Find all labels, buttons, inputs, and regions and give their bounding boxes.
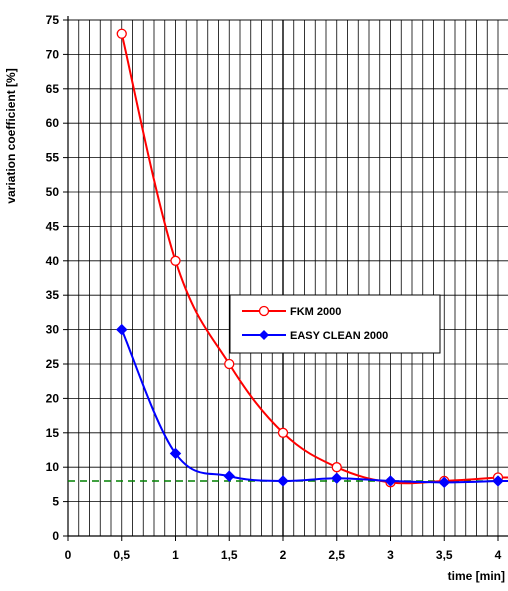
y-tick-label: 35 <box>46 288 60 302</box>
legend: FKM 2000 EASY CLEAN 2000 <box>229 294 441 354</box>
legend-box <box>229 294 441 354</box>
series-point-fkm <box>116 28 127 39</box>
series-point-easyclean <box>116 323 128 336</box>
x-tick-label: 2 <box>280 548 287 562</box>
legend-marker <box>259 330 269 340</box>
y-tick-label: 0 <box>52 529 59 543</box>
y-tick-label: 30 <box>46 323 60 337</box>
y-tick-label: 15 <box>46 426 60 440</box>
series-group <box>116 28 508 489</box>
x-tick-label: 3,5 <box>436 548 453 562</box>
legend-marker <box>258 305 270 317</box>
y-tick-label: 5 <box>52 495 59 509</box>
series-point-easyclean <box>169 447 182 460</box>
series-point-easyclean <box>223 470 235 482</box>
series-point-fkm <box>331 462 342 473</box>
series-point-fkm <box>277 427 289 438</box>
y-tick-label: 50 <box>46 185 60 199</box>
legend-label: EASY CLEAN 2000 <box>290 330 388 342</box>
series-point-easyclean <box>384 475 397 487</box>
x-axis-title: time [min] <box>448 569 505 583</box>
y-tick-label: 10 <box>46 460 60 474</box>
series-point-easyclean <box>492 475 504 487</box>
y-tick-label: 75 <box>46 13 60 27</box>
x-tick-label: 1 <box>172 548 179 562</box>
series-point-fkm <box>224 358 235 370</box>
series-point-easyclean <box>277 475 289 487</box>
x-tick-label: 0,5 <box>113 548 130 562</box>
y-tick-label: 20 <box>46 391 60 405</box>
series-point-easyclean <box>438 476 450 489</box>
axes <box>63 16 508 541</box>
plot-background <box>68 20 508 536</box>
y-tick-label: 40 <box>46 254 60 268</box>
x-tick-label: 1,5 <box>221 548 238 562</box>
y-tick-label: 65 <box>46 82 60 96</box>
series-point-fkm <box>170 255 181 266</box>
y-tick-label: 45 <box>46 219 60 233</box>
x-tick-label: 2,5 <box>328 548 345 562</box>
series-point-easyclean <box>331 472 343 484</box>
x-tick-labels: 0 0,5 1 1,5 2 2,5 3 3,5 4 <box>65 548 502 562</box>
y-tick-label: 55 <box>46 151 60 165</box>
y-tick-label: 25 <box>46 357 60 371</box>
y-tick-label: 60 <box>46 116 60 130</box>
x-tick-label: 3 <box>387 548 394 562</box>
y-axis-title: variation coefficient [%] <box>4 68 18 203</box>
y-tick-label: 70 <box>46 47 60 61</box>
legend-label: FKM 2000 <box>290 306 341 318</box>
y-tick-labels: 0 5 10 15 20 25 30 35 40 45 50 55 60 65 70 75 <box>46 13 60 543</box>
x-tick-label: 0 <box>65 548 72 562</box>
x-tick-label: 4 <box>495 548 502 562</box>
